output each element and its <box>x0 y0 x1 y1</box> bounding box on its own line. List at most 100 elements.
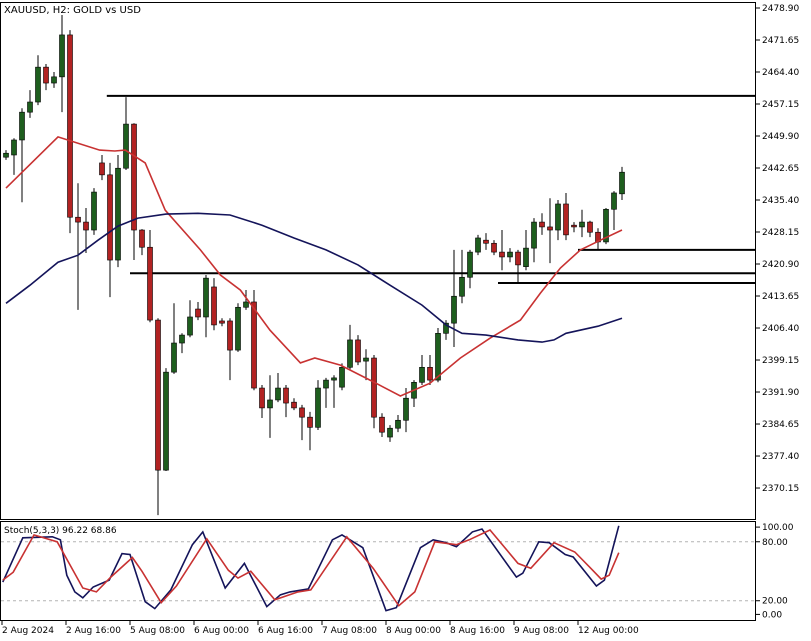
bullish-candle <box>27 90 33 118</box>
candle-body <box>195 308 201 318</box>
candle-body <box>571 224 577 228</box>
candle-body <box>187 316 193 336</box>
candle-body <box>251 301 257 389</box>
bullish-candle <box>3 150 9 160</box>
time-tick-label: 9 Aug 08:00 <box>514 626 569 636</box>
candle-body <box>67 34 73 218</box>
bullish-candle <box>315 380 321 430</box>
candle-body <box>235 306 241 351</box>
bearish-candle <box>259 384 265 419</box>
bullish-candle <box>523 230 529 271</box>
bullish-candle <box>243 290 249 310</box>
bearish-candle <box>251 290 257 391</box>
candle-body <box>139 229 145 248</box>
bullish-candle <box>123 97 129 170</box>
bullish-candle <box>339 363 345 391</box>
bullish-candle <box>347 324 353 370</box>
candles <box>3 15 625 516</box>
candle-body <box>179 334 185 344</box>
price-tick-label: 2413.65 <box>762 292 799 302</box>
candle-body <box>435 333 441 381</box>
bearish-candle <box>211 278 217 331</box>
bullish-candle <box>467 249 473 289</box>
horizontal-levels <box>106 94 756 284</box>
candle-body <box>427 366 433 381</box>
candle-body <box>147 246 153 321</box>
bullish-candle <box>203 275 209 338</box>
bearish-candle <box>491 240 497 256</box>
candle-body <box>459 276 465 297</box>
bearish-candle <box>67 30 73 234</box>
stoch-label: Stoch(5,3,3) 96.22 68.86 <box>4 526 117 536</box>
candle-body <box>219 320 225 324</box>
price-tick-label: 2435.40 <box>762 196 799 206</box>
candle-body <box>123 123 129 169</box>
candle-body <box>107 174 113 261</box>
bullish-candle <box>475 234 481 256</box>
bullish-candle <box>443 320 449 340</box>
candle-body <box>579 221 585 228</box>
candle-body <box>467 251 473 278</box>
candle-body <box>395 419 401 429</box>
candle-body <box>315 387 321 428</box>
candle-body <box>59 34 65 78</box>
slow-moving-average-line <box>5 212 623 343</box>
bullish-candle <box>171 303 177 374</box>
candle-body <box>155 319 161 471</box>
bullish-candle <box>59 15 65 113</box>
bearish-candle <box>379 413 385 438</box>
main-price-pane[interactable] <box>0 2 756 520</box>
bullish-candle <box>11 138 17 175</box>
bearish-candle <box>227 318 233 381</box>
stoch-tick-label: 0.00 <box>762 610 782 620</box>
candle-body <box>523 247 529 267</box>
candle-body <box>131 123 137 231</box>
bearish-candle <box>195 301 201 321</box>
bearish-candle <box>139 229 145 256</box>
bearish-candle <box>147 230 153 323</box>
bullish-candle <box>19 108 25 203</box>
stoch-tick-label: 100.00 <box>762 523 794 533</box>
bearish-candle <box>219 318 225 327</box>
bearish-candle <box>155 318 161 516</box>
bullish-candle <box>451 249 457 347</box>
candle-body <box>363 357 369 362</box>
bullish-candle <box>507 248 513 263</box>
stochastic-pane[interactable] <box>0 521 756 621</box>
time-tick-label: 2 Aug 16:00 <box>66 626 121 636</box>
chart-title: XAUUSD, H2: GOLD vs USD <box>4 5 141 16</box>
candle-body <box>19 111 25 141</box>
time-tick-label: 8 Aug 16:00 <box>450 626 505 636</box>
candle-body <box>83 221 89 231</box>
bearish-candle <box>131 123 137 261</box>
candle-body <box>283 387 289 404</box>
bullish-candle <box>531 218 537 263</box>
bearish-candle <box>427 354 433 385</box>
bullish-candle <box>235 303 241 352</box>
bullish-candle <box>387 425 393 442</box>
candle-body <box>603 208 609 243</box>
candle-body <box>211 286 217 326</box>
candle-body <box>323 379 329 389</box>
candle-body <box>619 171 625 195</box>
bullish-candle <box>35 55 41 106</box>
time-tick-label: 6 Aug 16:00 <box>258 626 313 636</box>
candle-body <box>347 339 353 368</box>
bearish-candle <box>571 222 577 233</box>
candle-body <box>515 251 521 266</box>
candle-body <box>419 366 425 383</box>
price-tick-label: 2377.40 <box>762 452 799 462</box>
bearish-candle <box>43 64 49 91</box>
bearish-candle <box>483 233 489 250</box>
candle-body <box>555 203 561 231</box>
price-tick-label: 2428.15 <box>762 228 799 238</box>
candle-body <box>51 76 57 84</box>
candle-body <box>99 162 105 176</box>
bearish-candle <box>539 213 545 235</box>
bullish-candle <box>267 375 273 438</box>
candle-body <box>539 221 545 228</box>
bullish-candle <box>323 377 329 408</box>
bearish-candle <box>99 154 105 181</box>
stoch-tick-label: 20.00 <box>762 597 788 607</box>
